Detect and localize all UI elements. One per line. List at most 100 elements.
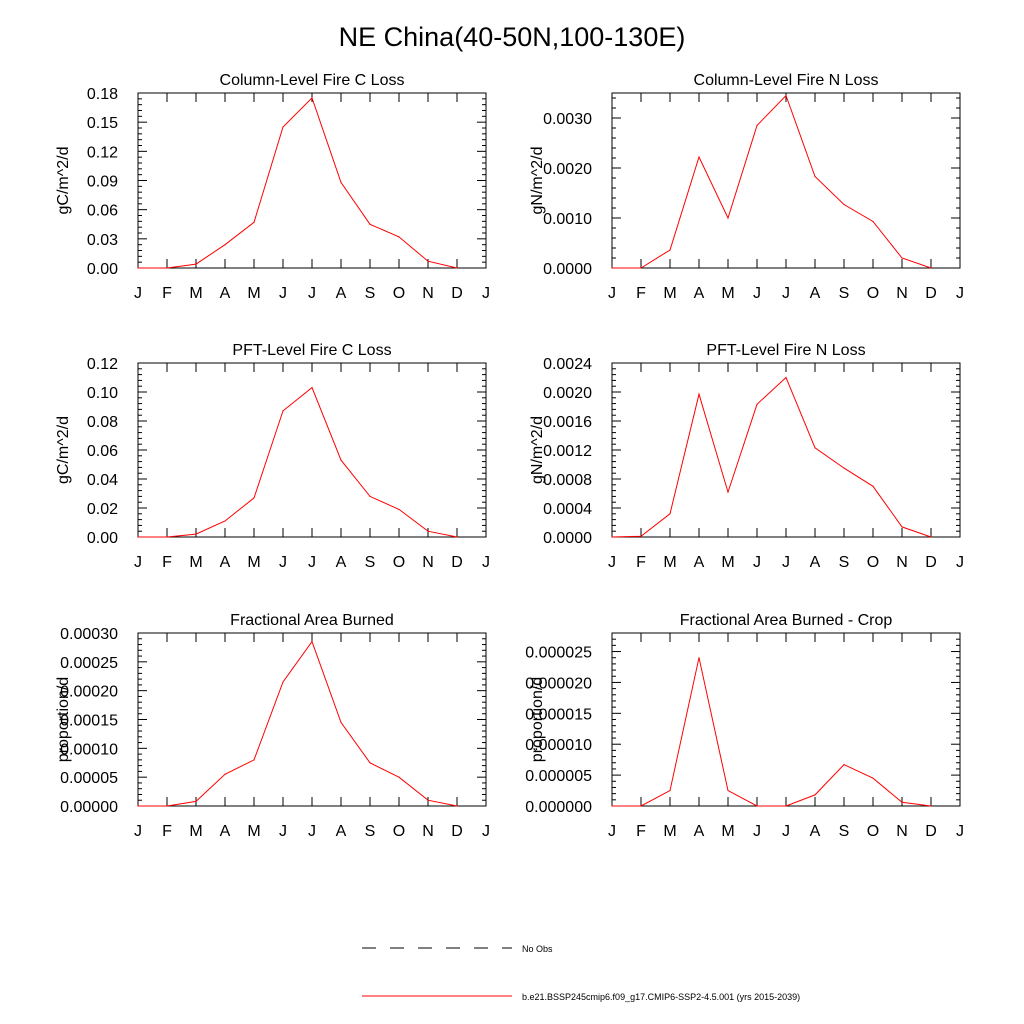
x-tick-label: J <box>134 823 142 840</box>
data-point <box>166 805 168 807</box>
panels-group: J F M A M J J A S O N D J0.000.030.060.090.120.150.1… <box>55 72 964 840</box>
data-point <box>369 762 371 764</box>
data-point <box>698 156 700 158</box>
x-tick-label: J <box>608 823 616 840</box>
x-tick-label: A <box>810 285 821 302</box>
data-point <box>785 805 787 807</box>
x-tick-label: J <box>753 554 761 571</box>
x-tick-label: F <box>162 823 172 840</box>
x-tick-label: J <box>608 285 616 302</box>
data-point <box>756 805 758 807</box>
y-tick-label: 0.0010 <box>543 211 592 228</box>
y-axis-label: gC/m^2/d <box>55 147 72 215</box>
data-point <box>311 641 313 643</box>
data-point <box>611 536 613 538</box>
x-tick-label: J <box>308 554 316 571</box>
data-point <box>727 491 729 493</box>
data-point <box>195 533 197 535</box>
data-point <box>166 267 168 269</box>
x-tick-label: J <box>753 823 761 840</box>
x-tick-label: O <box>867 554 879 571</box>
model-series-line <box>612 657 932 807</box>
data-point <box>669 789 671 792</box>
x-tick-label: J <box>956 823 964 840</box>
data-point <box>427 530 429 532</box>
data-point <box>195 263 197 265</box>
data-point <box>282 681 284 683</box>
x-tick-label: S <box>365 554 376 571</box>
x-tick-label: D <box>925 554 937 571</box>
model-series-line <box>138 386 458 538</box>
y-tick-label: 0.15 <box>87 115 118 132</box>
model-series-line <box>612 94 932 269</box>
x-tick-label: M <box>247 554 260 571</box>
data-point <box>727 789 729 792</box>
y-tick-label: 0.00000 <box>60 799 118 816</box>
y-tick-label: 0.0030 <box>543 111 592 128</box>
x-tick-label: J <box>279 285 287 302</box>
data-point <box>727 217 729 219</box>
x-tick-label: M <box>721 823 734 840</box>
plot-frame <box>611 362 961 538</box>
x-tick-label: F <box>636 285 646 302</box>
data-point <box>930 536 932 538</box>
x-tick-label: F <box>636 823 646 840</box>
model-series-line <box>138 640 458 807</box>
x-tick-label: O <box>393 554 405 571</box>
data-point <box>282 126 284 128</box>
data-point <box>253 221 255 223</box>
x-tick-label: M <box>663 823 676 840</box>
x-tick-label: A <box>336 823 347 840</box>
y-tick-label: 0.06 <box>87 203 118 220</box>
y-tick-label: 0.0000 <box>543 261 592 278</box>
x-tick-label: J <box>308 823 316 840</box>
x-tick-label: A <box>810 554 821 571</box>
y-tick-label: 0.03 <box>87 232 118 249</box>
data-point <box>872 485 874 487</box>
data-point <box>340 459 342 461</box>
y-tick-label: 0.02 <box>87 501 118 518</box>
x-tick-label: A <box>220 823 231 840</box>
chart-panel: J F M A M J J A S O N D J0.000000.000050.000100.0001… <box>55 612 490 840</box>
data-point <box>398 236 400 238</box>
data-point <box>137 805 139 807</box>
data-point <box>224 244 226 246</box>
x-tick-label: S <box>365 823 376 840</box>
data-point <box>640 267 642 269</box>
data-point <box>872 220 874 223</box>
x-tick-label: D <box>451 823 463 840</box>
data-point <box>872 777 874 779</box>
data-point <box>369 223 371 225</box>
y-tick-label: 0.000025 <box>525 645 592 662</box>
chart-title: Fractional Area Burned - Crop <box>680 612 893 629</box>
x-tick-label: J <box>608 554 616 571</box>
data-point <box>640 805 642 807</box>
data-point <box>224 520 226 522</box>
data-point <box>611 267 613 269</box>
y-axis-label: proportion/d <box>529 677 546 762</box>
data-point <box>640 535 642 537</box>
plot-frame <box>137 362 487 538</box>
y-tick-label: 0.12 <box>87 356 118 373</box>
x-tick-label: J <box>279 554 287 571</box>
chart-title: PFT-Level Fire C Loss <box>232 342 391 359</box>
x-tick-label: J <box>753 285 761 302</box>
chart-panel: J F M A M J J A S O N D J0.00000.00040.00080.00120.0… <box>529 342 964 571</box>
x-tick-label: N <box>422 823 434 840</box>
chart-panel: J F M A M J J A S O N D J0.000.030.060.090.120.150.1… <box>55 72 490 302</box>
y-tick-label: 0.12 <box>87 144 118 161</box>
x-tick-label: J <box>782 285 790 302</box>
y-tick-label: 0.10 <box>87 385 118 402</box>
x-tick-label: D <box>451 554 463 571</box>
y-tick-label: 0.0004 <box>543 501 592 518</box>
x-tick-label: A <box>220 554 231 571</box>
y-axis-label: gN/m^2/d <box>529 147 546 215</box>
x-tick-label: O <box>867 285 879 302</box>
y-tick-label: 0.000005 <box>525 768 592 785</box>
x-tick-label: J <box>134 554 142 571</box>
x-tick-label: M <box>663 285 676 302</box>
chart-panel: J F M A M J J A S O N D J0.0000000.0000050.0000100.0… <box>525 612 964 840</box>
x-tick-label: F <box>636 554 646 571</box>
data-point <box>698 393 700 395</box>
